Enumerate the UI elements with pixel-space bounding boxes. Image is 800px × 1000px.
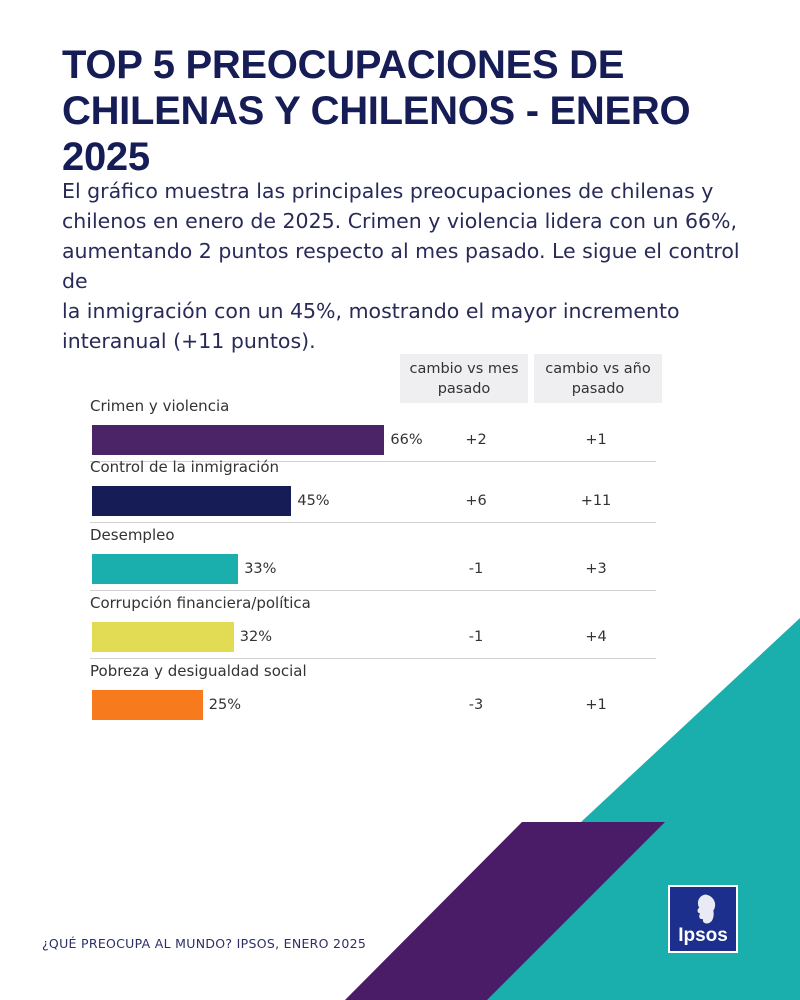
year-change-value: +11 [580,493,612,509]
value-label: 33% [244,561,277,577]
value-label: 32% [239,629,272,645]
logo-text: Ipsos [678,925,728,946]
column-header-year-line-1: cambio vs año [545,361,651,377]
description-line: aumentando 2 puntos respecto al mes pasa… [62,239,740,293]
title-line-1: TOP 5 PREOCUPACIONES DE [62,43,625,87]
description-line: interanual (+11 puntos). [62,329,316,353]
month-change-value: -1 [468,561,484,577]
description-line: la inmigración con un 45%, mostrando el … [62,299,680,323]
chart-row: Corrupción financiera/política 32% -1 +4 [90,594,656,662]
value-label: 25% [208,697,241,713]
bar [92,425,385,455]
chart-row: Crimen y violencia 66% +2 +1 [90,397,656,465]
column-header-year-line-2: pasado [571,381,625,397]
row-divider [90,461,656,462]
month-change-value: +6 [465,493,487,509]
bar [92,622,234,652]
chart-row: Control de la inmigración 45% +6 +11 [90,458,656,526]
row-divider [90,590,656,591]
year-change-value: +1 [585,697,607,713]
page-title: TOP 5 PREOCUPACIONES DE CHILENAS Y CHILE… [62,42,762,180]
ipsos-face-icon [697,894,716,924]
description-line: chilenos en enero de 2025. Crimen y viol… [62,209,738,233]
bar [92,486,292,516]
title-line-2: CHILENAS Y CHILENOS - ENERO 2025 [62,89,691,179]
year-change-value: +4 [585,629,607,645]
category-label: Desempleo [90,526,175,544]
year-change-value: +1 [585,432,607,448]
bar [92,554,239,584]
purple-band-shape [345,822,665,1000]
column-header-month-change: cambio vs mes pasado [400,354,528,403]
category-label: Crimen y violencia [90,397,230,415]
year-change-value: +3 [585,561,607,577]
ipsos-logo: Ipsos [668,885,738,953]
description-paragraph: El gráfico muestra las principales preoc… [62,176,752,356]
month-change-value: -1 [468,629,484,645]
chart-row: Pobreza y desigualdad social 25% -3 +1 [90,662,656,730]
month-change-value: +2 [465,432,487,448]
month-change-value: -3 [468,697,484,713]
value-label: 66% [390,432,423,448]
description-line: El gráfico muestra las principales preoc… [62,179,714,203]
row-divider [90,522,656,523]
row-divider [90,658,656,659]
category-label: Corrupción financiera/política [90,594,311,612]
category-label: Pobreza y desigualdad social [90,662,307,680]
chart-row: Desempleo 33% -1 +3 [90,526,656,594]
column-header-year-change: cambio vs año pasado [534,354,662,403]
category-label: Control de la inmigración [90,458,280,476]
column-header-month-line-2: pasado [437,381,491,397]
source-footer: ¿QUÉ PREOCUPA AL MUNDO? IPSOS, ENERO 202… [42,936,367,951]
value-label: 45% [297,493,330,509]
bar [92,690,203,720]
column-header-month-line-1: cambio vs mes [409,361,519,377]
